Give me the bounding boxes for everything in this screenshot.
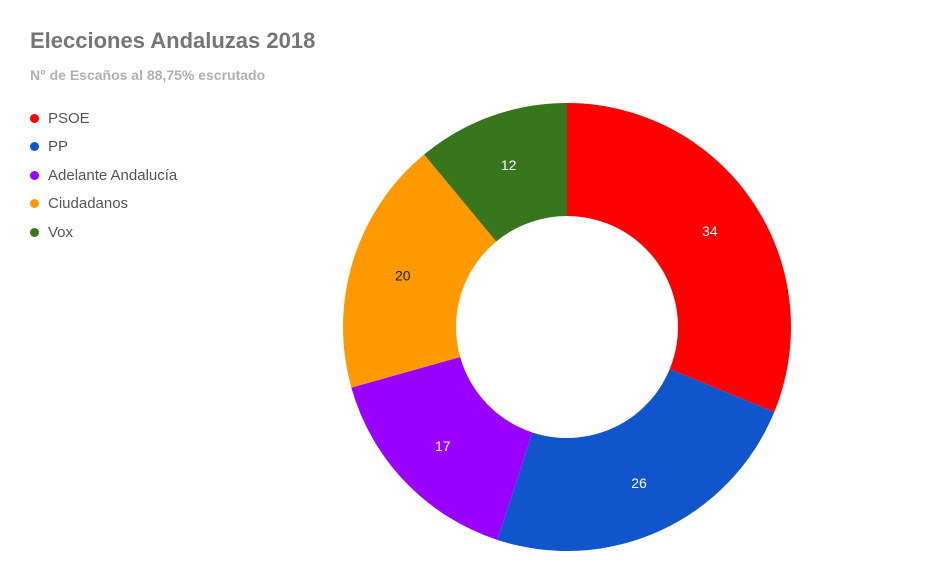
legend-swatch [30, 199, 39, 209]
slice-pp [497, 369, 775, 551]
legend-swatch [30, 113, 39, 123]
legend-swatch [30, 227, 39, 237]
legend-item-psoe: PSOE [30, 104, 177, 133]
slice-value-label: 20 [395, 268, 411, 284]
legend-label: Ciudadanos [48, 195, 129, 213]
chart-title: Elecciones Andaluzas 2018 [30, 28, 316, 53]
slice-value-label: 26 [631, 475, 647, 491]
slice-vox [424, 103, 567, 242]
slice-psoe [567, 103, 792, 412]
legend-label: PP [48, 138, 69, 156]
legend-label: PSOE [48, 109, 90, 127]
slice-ciudadanos [343, 154, 497, 388]
legend-swatch [30, 170, 39, 180]
chart-subtitle: N° de Escaños al 88,75% escrutado [30, 67, 266, 83]
slice-value-label: 17 [435, 438, 451, 454]
legend-item-adelante-andalucia: Adelante Andalucía [30, 161, 177, 190]
legend-label: Vox [48, 223, 74, 241]
legend-swatch [30, 142, 39, 152]
legend-label: Adelante Andalucía [48, 166, 178, 184]
legend-item-pp: PP [30, 133, 177, 162]
slice-value-label: 34 [702, 223, 718, 239]
slice-adelante-andaluc-a [351, 357, 533, 540]
legend: PSOE PP Adelante Andalucía Ciudadanos Vo… [30, 104, 177, 247]
slice-value-label: 12 [501, 157, 517, 173]
legend-item-ciudadanos: Ciudadanos [30, 190, 177, 219]
legend-item-vox: Vox [30, 218, 177, 247]
